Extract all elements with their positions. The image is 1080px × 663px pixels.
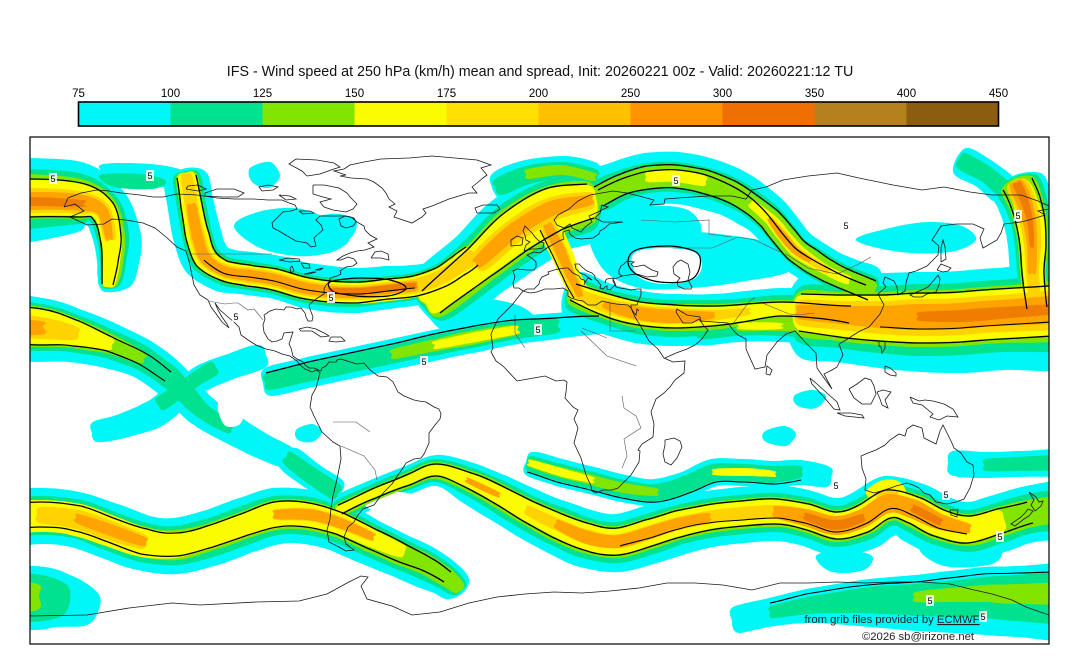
svg-text:©2026 sb@irizone.net: ©2026 sb@irizone.net xyxy=(862,631,975,643)
svg-text:5: 5 xyxy=(997,532,1002,542)
svg-text:5: 5 xyxy=(50,174,55,184)
svg-text:250: 250 xyxy=(621,88,640,100)
svg-text:5: 5 xyxy=(535,325,540,335)
svg-text:5: 5 xyxy=(147,171,152,181)
svg-text:400: 400 xyxy=(897,88,916,100)
svg-text:450: 450 xyxy=(989,88,1008,100)
svg-text:5: 5 xyxy=(673,176,678,186)
svg-text:75: 75 xyxy=(72,88,85,100)
svg-text:100: 100 xyxy=(161,88,180,100)
svg-text:5: 5 xyxy=(927,596,932,606)
svg-text:5: 5 xyxy=(1015,211,1020,221)
svg-text:300: 300 xyxy=(713,88,732,100)
svg-text:5: 5 xyxy=(980,612,985,622)
svg-text:5: 5 xyxy=(943,490,948,500)
svg-text:IFS - Wind speed at 250 hPa (k: IFS - Wind speed at 250 hPa (km/h) mean … xyxy=(227,64,854,80)
svg-text:150: 150 xyxy=(345,88,364,100)
svg-text:125: 125 xyxy=(253,88,272,100)
svg-text:200: 200 xyxy=(529,88,548,100)
svg-text:5: 5 xyxy=(843,221,848,231)
svg-text:175: 175 xyxy=(437,88,456,100)
svg-text:5: 5 xyxy=(328,293,333,303)
svg-text:5: 5 xyxy=(421,357,426,367)
svg-text:350: 350 xyxy=(805,88,824,100)
svg-text:5: 5 xyxy=(233,312,238,322)
svg-text:from grib files provided by EC: from grib files provided by ECMWF xyxy=(804,614,979,626)
svg-text:5: 5 xyxy=(833,481,838,491)
